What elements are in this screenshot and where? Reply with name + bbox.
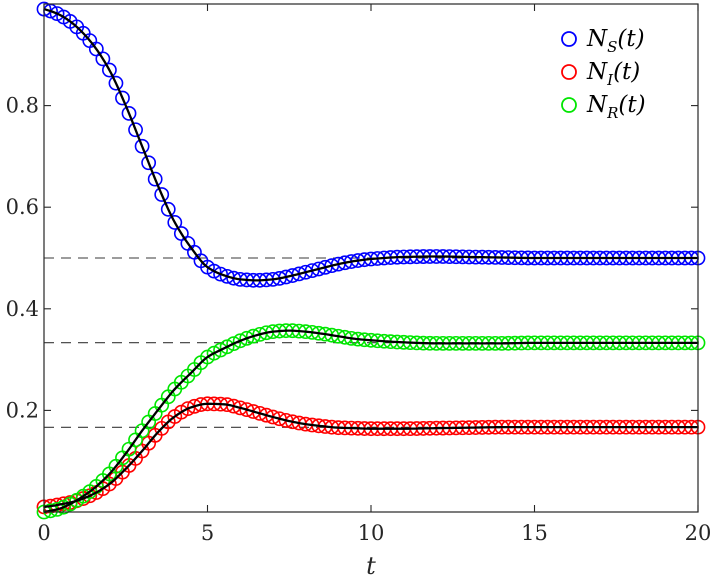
legend-marker-i (561, 64, 577, 80)
series-s-point (128, 122, 143, 138)
x-tick-label: 15 (521, 521, 548, 545)
series-r-point (232, 333, 248, 349)
series-i-point (245, 404, 261, 419)
legend-marker-r (561, 97, 577, 113)
series-s-point (121, 105, 137, 121)
legend-item-i: NI(t) (561, 59, 640, 89)
y-tick-label: 0.4 (6, 297, 39, 321)
legend-marker-s (561, 31, 577, 47)
series-i-point (239, 402, 255, 418)
series-s-point (102, 62, 117, 78)
x-tick-label: 20 (685, 521, 712, 545)
x-tick-label: 5 (201, 521, 214, 545)
x-tick-label: 10 (358, 521, 385, 545)
series-s-point (95, 51, 111, 67)
legend-item-r: NR(t) (561, 92, 646, 122)
series-s-point (213, 266, 228, 282)
y-tick-label: 0.6 (6, 195, 39, 219)
series-s-point (108, 75, 124, 91)
series-s-point (134, 138, 150, 154)
series-s-point (167, 215, 183, 230)
series-s-point (147, 171, 163, 187)
series-r-line (43, 329, 698, 514)
y-tick-label: 0.2 (6, 398, 39, 422)
series-i-point (180, 401, 196, 416)
series-s-point (141, 155, 157, 171)
series-i-point (252, 405, 268, 421)
series-r-point (239, 330, 255, 346)
legend-label-r: NR(t) (586, 92, 646, 122)
y-tick-label: 0.8 (6, 94, 39, 118)
series-s-line (43, 7, 698, 282)
series-s-point (115, 90, 130, 106)
series-s-point (206, 263, 222, 279)
legend-label-i: NI(t) (586, 59, 640, 89)
legend: NS(t)NI(t)NR(t) (561, 26, 646, 122)
series-i-line (43, 402, 698, 509)
x-axis-label: t (366, 552, 376, 580)
series-i-point (232, 400, 248, 416)
legend-item-s: NS(t) (561, 26, 645, 56)
legend-label-s: NS(t) (586, 26, 645, 56)
series-r-point (226, 336, 242, 352)
x-tick-label: 0 (37, 521, 50, 545)
plot-area (36, 1, 706, 520)
axes: 0 5 10 15 20 0.2 0.4 0.6 0.8 (6, 3, 712, 545)
series-r-point (49, 501, 65, 517)
series-s-point (154, 187, 170, 202)
series-s-point (160, 201, 176, 217)
